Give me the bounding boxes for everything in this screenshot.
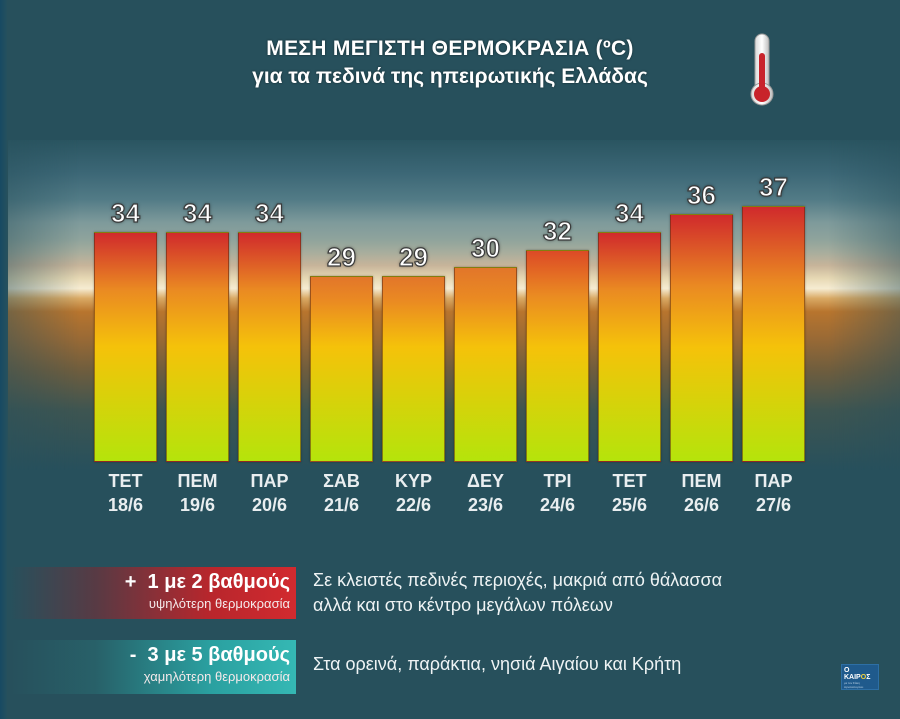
title-line-2: για τα πεδινά της ηπειρωτικής Ελλάδας [252, 65, 648, 88]
broadcaster-logo: Ο ΚΑΙΡΟΣ με τον Σάκη Αρναούτογλου [841, 664, 879, 690]
thermometer-icon [750, 33, 774, 106]
bar-group: 32 [526, 0, 589, 462]
day-label: ΚΥΡ [394, 471, 432, 491]
temperature-bar [670, 214, 733, 462]
date-label: 27/6 [755, 495, 792, 515]
left-edge-strip [0, 0, 7, 719]
legend-cold-desc-line-1: Στα ορεινά, παράκτια, νησιά Αιγαίου και … [313, 654, 682, 674]
legend-cold-box: - 3 με 5 βαθμούς χαμηλότερη θερμοκρασία [10, 640, 296, 694]
day-label: ΠΕΜ [681, 471, 722, 491]
bar-chart: ΤΕΤ 18/6 34 ΠΕΜ 19/6 34 ΠΑΡ 20/6 34 ΣΑΒ 21/6 29 ΚΥΡ 2… [94, 0, 805, 515]
legend-hot-desc-line-2: αλλά και στο κέντρο μεγάλων πόλεων [313, 595, 613, 615]
date-label: 23/6 [467, 495, 504, 515]
temperature-bar [94, 232, 157, 462]
day-label: ΣΑΒ [323, 471, 360, 491]
temperature-bar [382, 276, 445, 462]
temperature-bar [238, 232, 301, 462]
bar-group: 34 [166, 0, 229, 462]
date-label: 18/6 [107, 495, 144, 515]
day-label: ΠΑΡ [754, 471, 793, 491]
bar-value-label: 29 [398, 242, 428, 272]
temperature-bar [598, 232, 661, 462]
logo-tagline: με τον Σάκη Αρναούτογλου [844, 681, 864, 689]
date-label: 25/6 [611, 495, 648, 515]
legend-hot-description: Σε κλειστές πεδινές περιοχές, μακριά από… [313, 568, 722, 618]
legend-hot-box: + 1 με 2 βαθμούς υψηλότερη θερμοκρασία [10, 567, 296, 619]
bar-value-label: 32 [542, 216, 572, 246]
legend-cold-description: Στα ορεινά, παράκτια, νησιά Αιγαίου και … [313, 652, 681, 677]
bar-value-label: 34 [254, 198, 284, 228]
date-label: 20/6 [251, 495, 288, 515]
chart-title: ΜΕΣΗ ΜΕΓΙΣΤΗ ΘΕΡΜΟΚΡΑΣΙΑ (ºC) για τα πεδ… [160, 36, 740, 90]
bar-group: 36 [670, 0, 733, 462]
date-label: 22/6 [395, 495, 432, 515]
legend-cold-sub: χαμηλότερη θερμοκρασία [143, 669, 290, 684]
bar-value-label: 37 [758, 172, 788, 202]
bar-group: 34 [238, 0, 301, 462]
date-label: 26/6 [683, 495, 720, 515]
legend-cold-main: - 3 με 5 βαθμούς [129, 644, 290, 666]
title-line-1: ΜΕΣΗ ΜΕΓΙΣΤΗ ΘΕΡΜΟΚΡΑΣΙΑ (ºC) [266, 37, 634, 60]
temperature-bar [166, 232, 229, 462]
sun-icon: Ο [860, 674, 867, 681]
day-label: ΠΑΡ [250, 471, 289, 491]
logo-brand: Ο ΚΑΙΡΟΣ [844, 667, 871, 681]
day-label: ΤΡΙ [543, 471, 572, 491]
bar-group: 30 [454, 0, 517, 462]
bar-value-label: 29 [326, 242, 356, 272]
temperature-bar [454, 267, 517, 462]
day-label: ΠΕΜ [177, 471, 218, 491]
temperature-bar [526, 250, 589, 462]
date-label: 21/6 [323, 495, 360, 515]
legend-hot-desc-line-1: Σε κλειστές πεδινές περιοχές, μακριά από… [313, 570, 723, 590]
bar-group: 29 [382, 0, 445, 462]
day-label: ΔΕΥ [467, 471, 504, 491]
day-label: ΤΕΤ [108, 471, 143, 491]
date-label: 24/6 [539, 495, 576, 515]
temperature-bar [742, 206, 805, 462]
bar-value-label: 34 [110, 198, 140, 228]
legend-hot-main: + 1 με 2 βαθμούς [124, 571, 290, 593]
bar-group: 29 [310, 0, 373, 462]
bar-value-label: 30 [470, 233, 500, 263]
bar-group: 37 [742, 0, 805, 462]
day-label: ΤΕΤ [612, 471, 647, 491]
bar-group: 34 [598, 0, 661, 462]
bar-value-label: 34 [182, 198, 212, 228]
bar-value-label: 34 [614, 198, 644, 228]
bar-group: 34 [94, 0, 157, 462]
temperature-bar [310, 276, 373, 462]
date-label: 19/6 [179, 495, 216, 515]
bar-value-label: 36 [686, 180, 716, 210]
legend-hot-sub: υψηλότερη θερμοκρασία [148, 596, 290, 611]
